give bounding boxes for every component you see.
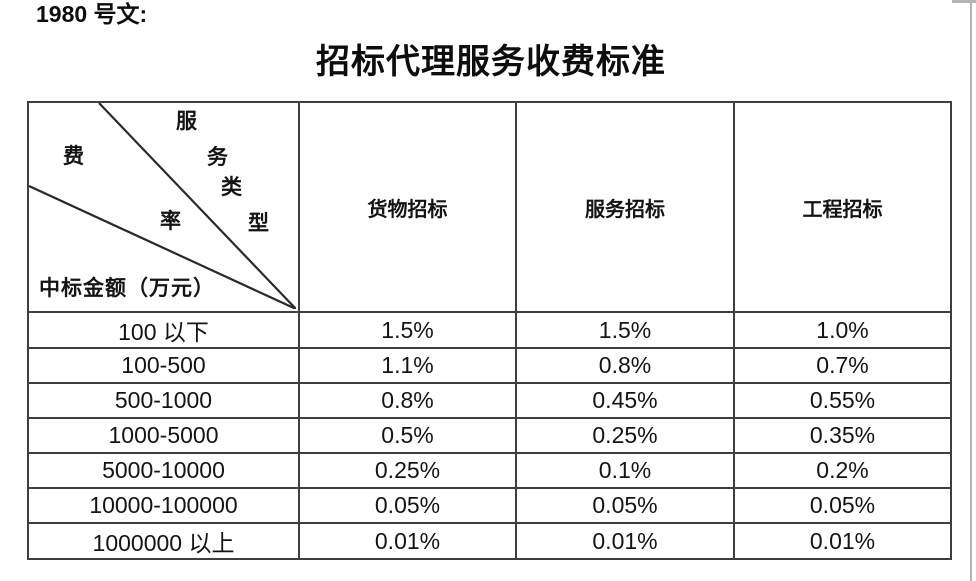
fee-value: 0.01% [298,522,517,560]
fee-value: 0.01% [733,522,952,560]
corner-fee-rate-char-1: 费 [63,144,84,168]
corner-service-type-char-3: 类 [221,175,242,199]
diagonal-line-lower [29,185,296,309]
corner-cell: 费 率 服 务 类 型 中标金额（万元） [27,101,300,313]
fee-value: 0.25% [298,452,517,489]
fee-value: 0.2% [733,452,952,489]
column-header-goods: 货物招标 [298,101,517,313]
fee-value: 0.5% [298,417,517,454]
row-label: 10000-100000 [27,487,300,524]
corner-service-type-char-2: 务 [207,145,228,169]
fee-value: 0.05% [733,487,952,524]
corner-service-type-char-1: 服 [176,109,197,133]
row-label: 100 以下 [27,311,300,349]
fee-value: 0.05% [515,487,735,524]
diagonal-line-upper [98,103,296,309]
fee-standard-table: 费 率 服 务 类 型 中标金额（万元） 货物招标 服务招标 工程招标 100 … [27,101,952,560]
fee-value: 0.01% [515,522,735,560]
doc-reference: 1980 号文: [36,1,148,27]
fee-value: 1.5% [298,311,517,349]
fee-value: 1.5% [515,311,735,349]
page-title: 招标代理服务收费标准 [316,44,666,81]
fee-value: 0.55% [733,382,952,419]
table-header-row: 费 率 服 务 类 型 中标金额（万元） 货物招标 服务招标 工程招标 [27,101,952,313]
row-label: 500-1000 [27,382,300,419]
table-row: 500-1000 0.8% 0.45% 0.55% [27,382,952,419]
column-header-works: 工程招标 [733,101,952,313]
fee-value: 0.05% [298,487,517,524]
row-label: 1000-5000 [27,417,300,454]
fee-value: 0.8% [515,347,735,384]
corner-amount-label: 中标金额（万元） [39,276,215,300]
fee-value: 0.45% [515,382,735,419]
table-row: 1000000 以上 0.01% 0.01% 0.01% [27,522,952,560]
row-label: 100-500 [27,347,300,384]
fee-value: 0.1% [515,452,735,489]
row-label: 1000000 以上 [27,522,300,560]
row-label: 5000-10000 [27,452,300,489]
diagonal-divider-lines [29,103,296,309]
fee-value: 0.35% [733,417,952,454]
table-row: 100 以下 1.5% 1.5% 1.0% [27,311,952,349]
corner-fee-rate-char-2: 率 [160,209,181,233]
fee-value: 0.8% [298,382,517,419]
table-row: 5000-10000 0.25% 0.1% 0.2% [27,452,952,489]
table-row: 10000-100000 0.05% 0.05% 0.05% [27,487,952,524]
fee-value: 1.0% [733,311,952,349]
corner-service-type-char-4: 型 [248,211,269,235]
table-row: 1000-5000 0.5% 0.25% 0.35% [27,417,952,454]
page-edge-line-horizontal [952,0,976,3]
column-header-services: 服务招标 [515,101,735,313]
fee-value: 1.1% [298,347,517,384]
page-edge-line-vertical [970,0,972,581]
table-row: 100-500 1.1% 0.8% 0.7% [27,347,952,384]
fee-value: 0.25% [515,417,735,454]
fee-value: 0.7% [733,347,952,384]
